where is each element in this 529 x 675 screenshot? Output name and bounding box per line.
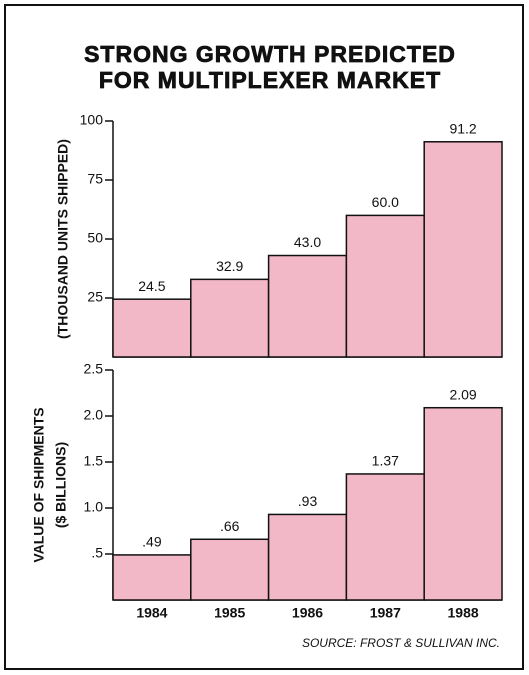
bar — [345, 473, 425, 601]
chart-title: STRONG GROWTH PREDICTED — [84, 41, 456, 67]
bar — [112, 298, 192, 358]
bar — [267, 513, 348, 601]
y-tick-label: 1.5 — [84, 453, 104, 469]
bar — [423, 141, 503, 358]
y-tick-label: 2.0 — [84, 407, 104, 423]
y-tick-label: 1.0 — [84, 499, 104, 515]
data-label: 32.9 — [216, 258, 243, 274]
data-label: .49 — [142, 534, 162, 550]
bar — [345, 214, 425, 358]
chart-title: FOR MULTIPLEXER MARKET — [99, 67, 441, 93]
bar — [112, 554, 192, 601]
y-tick-label: 25 — [87, 289, 103, 305]
x-tick-label: 1985 — [214, 605, 245, 621]
x-tick-label: 1984 — [136, 605, 167, 621]
x-tick-label: 1987 — [370, 605, 401, 621]
y-axis-label: VALUE OF SHIPMENTS — [31, 407, 47, 562]
source: SOURCE: FROST & SULLIVAN INC. — [302, 636, 500, 650]
bar — [423, 406, 503, 601]
data-label: 60.0 — [372, 194, 399, 210]
y-tick-label: .5 — [91, 545, 103, 561]
y-tick-label: 75 — [87, 171, 103, 187]
bar — [267, 254, 348, 358]
data-label: 2.09 — [449, 386, 476, 402]
data-label: .66 — [220, 518, 240, 534]
data-label: 1.37 — [372, 453, 399, 469]
bar — [190, 538, 270, 601]
data-label: .93 — [298, 493, 318, 509]
data-label: 24.5 — [138, 278, 165, 294]
x-tick-label: 1988 — [448, 605, 479, 621]
data-label: 91.2 — [449, 120, 476, 136]
y-axis-label: (THOUSAND UNITS SHIPPED) — [55, 139, 71, 339]
frame — [4, 4, 524, 670]
bar — [190, 278, 270, 358]
y-tick-label: 50 — [87, 230, 103, 246]
y-axis-label: ($ BILLIONS) — [53, 442, 69, 528]
x-tick-label: 1986 — [292, 605, 323, 621]
data-label: 43.0 — [294, 234, 321, 250]
y-tick-label: 2.5 — [84, 361, 104, 377]
y-tick-label: 100 — [80, 112, 104, 128]
